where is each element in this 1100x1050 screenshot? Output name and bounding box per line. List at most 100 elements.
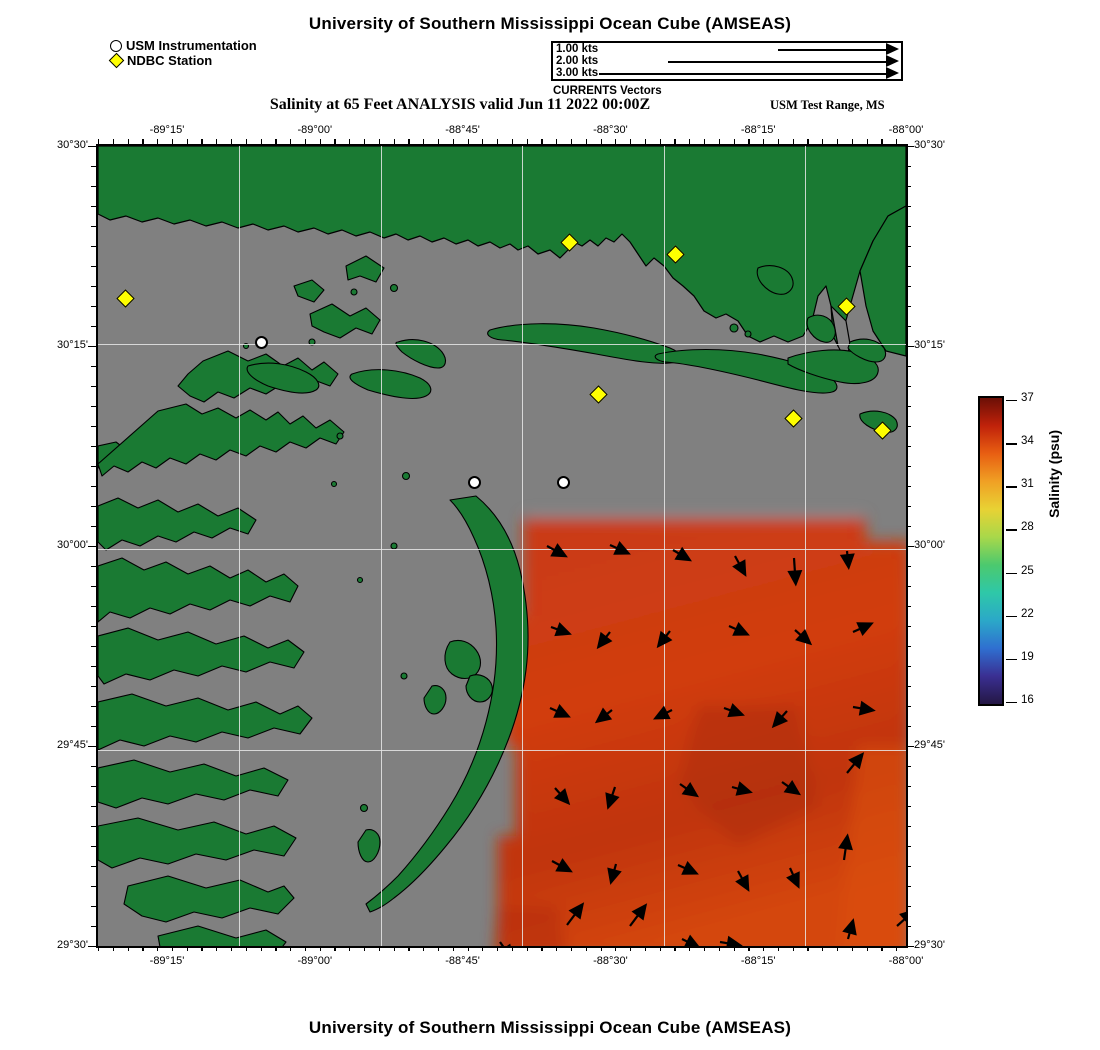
axis-tick-right [906,326,911,328]
vector-arrowhead-icon [886,43,899,55]
current-vector-arrow [732,555,747,577]
usm-instrumentation-marker[interactable] [467,475,481,489]
axis-tick-left [91,786,96,788]
axis-tick-left [91,586,96,588]
axis-tick-right [906,946,914,948]
axis-tick-bottom [526,946,528,951]
current-vector-arrow [896,911,906,927]
axis-tick-bottom [437,946,440,951]
axis-tick-bottom [378,946,380,951]
lon-label-bottom: -88°45' [445,955,480,967]
axis-tick-bottom [703,946,706,951]
lon-label-bottom: -88°00' [888,955,924,967]
vector-legend-caption: CURRENTS Vectors [553,85,662,97]
axis-tick-right [906,206,911,208]
colorbar-tick [1006,443,1017,445]
axis-tick-bottom [792,946,794,951]
axis-tick-bottom [497,946,499,951]
axis-tick-left [91,566,96,568]
colorbar-tick [1006,486,1017,488]
axis-tick-top [349,139,351,144]
axis-tick-bottom [822,946,824,951]
axis-tick-left [91,606,96,608]
axis-tick-right [906,846,911,848]
axis-tick-top [807,139,809,144]
axis-tick-bottom [245,946,247,951]
axis-tick-left [91,826,96,828]
axis-tick-right [906,746,914,748]
axis-tick-right [906,386,911,388]
axis-tick-left [91,246,96,248]
lat-label-left: 29°45' [57,739,88,751]
axis-tick-bottom [837,946,839,951]
vector-legend-label-2: 2.00 kts [556,55,600,67]
colorbar-tick [1006,615,1017,618]
lat-label-left: 30°15' [57,339,88,351]
axis-tick-right [906,466,911,468]
current-vector-arrow [551,858,573,873]
legend-item-ndbc: NDBC Station [108,52,257,69]
current-vector-arrow [677,861,699,875]
axis-tick-top [689,139,691,144]
axis-tick-top [157,139,159,144]
colorbar [978,396,1004,706]
axis-tick-right [906,606,911,608]
axis-tick-right [906,666,911,668]
axis-tick-top [763,139,765,144]
vector-legend-label-1: 1.00 kts [556,43,600,55]
gridline-lon [522,146,524,946]
axis-tick-right [906,646,911,648]
usm-instrumentation-marker[interactable] [255,335,269,349]
axis-tick-bottom [467,946,469,951]
axis-tick-top [304,139,307,144]
axis-tick-bottom [275,946,277,951]
current-vector-arrow [596,631,613,650]
map-canvas[interactable] [96,144,908,948]
axis-tick-bottom [851,946,853,951]
current-vector-arrow [771,710,789,729]
axis-tick-bottom [290,946,292,951]
lon-label-bottom: -89°00' [297,955,333,967]
vector-shaft-icon [563,73,888,75]
current-vector-arrow [672,546,692,562]
axis-tick-right [906,486,911,488]
axis-tick-top [792,139,794,144]
usm-instrumentation-marker[interactable] [556,475,570,489]
vector-shaft-icon [778,49,888,51]
axis-tick-bottom [216,946,218,951]
colorbar-tick [1006,702,1017,704]
current-vector-arrow [781,779,801,796]
colorbar-tick [1006,572,1017,574]
salinity-raster [494,514,906,946]
axis-tick-bottom [186,946,188,951]
lat-label-right: 29°45' [914,739,945,751]
axis-tick-bottom [689,946,691,951]
axis-tick-right [906,366,911,368]
axis-tick-bottom [304,946,307,951]
legend-label-ndbc: NDBC Station [127,53,213,68]
axis-tick-left [91,446,96,448]
gridline-lon [381,146,383,946]
axis-tick-left [91,286,96,288]
axis-tick-bottom [615,946,617,951]
current-vector-arrow [550,622,572,637]
current-vector-arrow [546,543,568,558]
axis-tick-right [906,186,911,188]
current-vector-arrow [719,935,743,946]
axis-tick-bottom [334,946,336,951]
current-vector-arrow [594,707,613,724]
axis-tick-bottom [718,946,720,951]
axis-tick-top [748,139,750,144]
axis-tick-top [201,139,203,144]
lon-label-bottom: -88°30' [593,955,628,967]
axis-tick-bottom [777,946,780,951]
axis-tick-right [906,526,911,528]
axis-tick-left [91,926,96,928]
axis-tick-left [91,366,96,368]
axis-tick-top [452,139,454,144]
axis-tick-right [906,786,911,788]
current-vector-arrow [566,902,585,926]
axis-tick-top [896,139,898,144]
axis-tick-left [91,226,96,228]
axis-tick-right [906,766,911,768]
